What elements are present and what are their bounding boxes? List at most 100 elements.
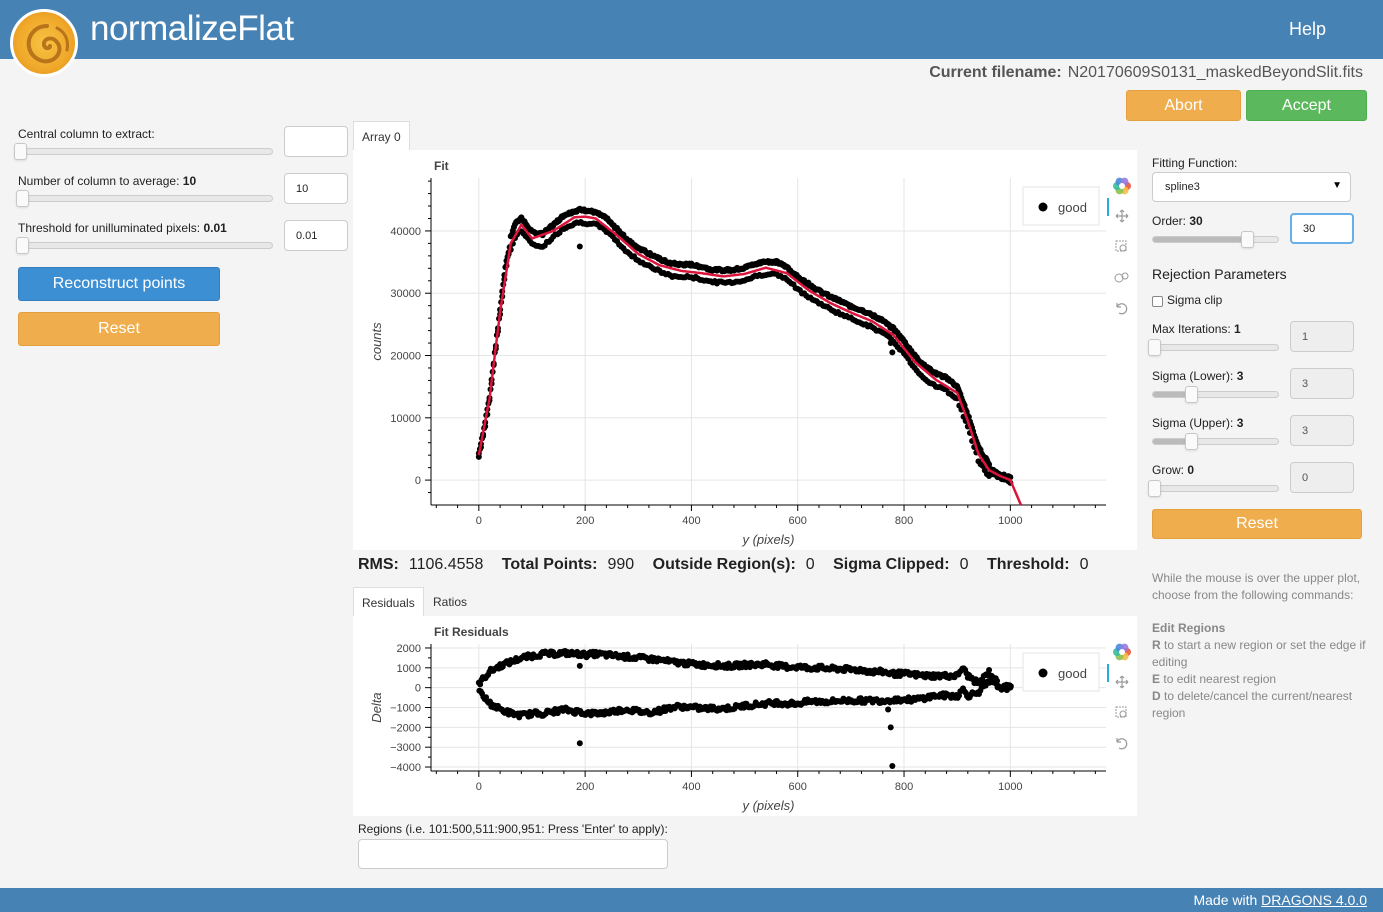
bokeh-logo-icon (1113, 177, 1131, 195)
threshold-label: Threshold for unilluminated pixels: 0.01 (18, 221, 227, 235)
residual-point (986, 667, 993, 674)
legend-label: good (1058, 200, 1087, 215)
pan-tool-glyph (1115, 209, 1129, 223)
threshold-input[interactable]: 0.01 (284, 220, 348, 251)
tab-ratios[interactable]: Ratios (433, 595, 468, 609)
reset-tool-icon (1116, 738, 1128, 750)
dragons-link[interactable]: DRAGONS 4.0.0 (1261, 892, 1367, 908)
x-tick-label: 600 (789, 515, 807, 527)
num-columns-slider[interactable] (16, 190, 273, 207)
residual-plot[interactable]: Fit Residuals 0 200 400 600 800 1000 2000 1000 0 −… (353, 616, 1137, 816)
slider-handle[interactable] (1241, 231, 1254, 248)
outside-region-label: Outside Region(s): (652, 556, 796, 573)
sigma-upper-slider[interactable] (1152, 433, 1279, 450)
regions-input[interactable] (358, 839, 668, 869)
threshold-slider[interactable] (16, 237, 273, 254)
bokeh-logo-center (1119, 649, 1125, 655)
r-key-text: to start a new region or set the edge if… (1152, 638, 1366, 669)
y-axis-label: Delta (369, 692, 384, 722)
slider-handle[interactable] (16, 190, 29, 207)
x-tick-label: 200 (576, 781, 594, 793)
lasso-glyph-b (1121, 272, 1129, 280)
reset-button-right[interactable]: Reset (1152, 509, 1362, 539)
accept-button[interactable]: Accept (1246, 90, 1367, 121)
sigma-lower-slider[interactable] (1152, 386, 1279, 403)
box-zoom-icon (1115, 240, 1127, 252)
reconstruct-points-button[interactable]: Reconstruct points (18, 267, 220, 301)
legend-marker (1038, 668, 1048, 678)
legend-label: good (1058, 666, 1087, 681)
tab-residuals[interactable]: Residuals (353, 587, 424, 617)
central-column-input[interactable] (284, 126, 348, 157)
order-slider[interactable] (1152, 231, 1279, 248)
max-iterations-slider[interactable] (1148, 339, 1279, 356)
central-column-label: Central column to extract: (18, 127, 155, 141)
residual-point (1007, 683, 1014, 690)
box-zoom-lens (1119, 244, 1127, 252)
y-tick-label: 1000 (397, 663, 421, 675)
reset-button-left[interactable]: Reset (18, 312, 220, 346)
current-filename: Current filename: N20170609S0131_maskedBe… (929, 64, 1363, 82)
sigma-clip-label: Sigma clip (1167, 293, 1223, 307)
x-tick-label: 400 (682, 781, 700, 793)
tab-array-0[interactable]: Array 0 (353, 121, 410, 151)
grow-slider[interactable] (1148, 480, 1279, 497)
sigma-clip-checkbox[interactable] (1152, 296, 1163, 307)
grow-label: Grow: 0 (1152, 463, 1195, 477)
threshold-stat-label: Threshold: (986, 556, 1070, 573)
y-tick-label: 30000 (390, 288, 421, 300)
order-input[interactable]: 30 (1290, 213, 1354, 244)
good-residual-points (475, 647, 1014, 770)
slider-handle[interactable] (1148, 339, 1161, 356)
y-tick-label: 0 (415, 683, 421, 695)
rejection-parameters-title: Rejection Parameters (1152, 266, 1287, 282)
x-tick-label: 1000 (998, 781, 1022, 793)
y-tick-label: 2000 (397, 643, 421, 655)
max-iterations-input[interactable]: 1 (1290, 321, 1354, 352)
residual-point (994, 677, 1001, 684)
abort-button[interactable]: Abort (1126, 90, 1241, 121)
pan-tool-glyph (1115, 675, 1129, 689)
outlier-point (889, 763, 896, 770)
fitting-function-value: spline3 (1165, 181, 1200, 193)
total-points-label: Total Points: (501, 556, 598, 573)
outside-region-value: 0 (805, 556, 815, 573)
y-tick-label: −3000 (390, 742, 421, 754)
residual-plot-panel[interactable]: Fit Residuals 0 200 400 600 800 1000 2000 1000 0 −… (353, 616, 1137, 816)
help-intro: While the mouse is over the upper plot, … (1152, 571, 1361, 602)
outlier-point (576, 662, 583, 669)
sigma-upper-label: Sigma (Upper): 3 (1152, 416, 1244, 430)
residual-point (477, 681, 484, 688)
sigma-lower-label: Sigma (Lower): 3 (1152, 369, 1244, 383)
edit-regions-title: Edit Regions (1152, 621, 1226, 635)
slider-handle[interactable] (1148, 480, 1161, 497)
footer-text: Made with DRAGONS 4.0.0 (1193, 892, 1367, 908)
x-tick-label: 0 (476, 515, 482, 527)
sigma-lower-input[interactable]: 3 (1290, 368, 1354, 399)
made-with-label: Made with (1193, 892, 1258, 908)
slider-handle[interactable] (16, 237, 29, 254)
central-column-slider[interactable] (14, 143, 273, 160)
y-tick-label: −4000 (390, 762, 421, 774)
num-columns-input[interactable]: 10 (284, 173, 348, 204)
y-tick-label: 20000 (390, 351, 421, 363)
slider-handle[interactable] (1185, 433, 1198, 450)
slider-fill (1153, 392, 1191, 397)
y-tick-label: −1000 (390, 703, 421, 715)
slider-handle[interactable] (14, 143, 27, 160)
box-zoom-icon (1115, 706, 1127, 718)
sigma-clipped-label: Sigma Clipped: (833, 556, 950, 573)
fit-plot-panel[interactable]: Fit 0 200 400 600 800 1000 0 10000 20000 30000 4000… (353, 150, 1137, 550)
help-link[interactable]: Help (1288, 19, 1326, 39)
max-iterations-label: Max Iterations: 1 (1152, 322, 1241, 336)
legend-marker (1038, 202, 1048, 212)
sigma-upper-input[interactable]: 3 (1290, 415, 1354, 446)
filename-value: N20170609S0131_maskedBeyondSlit.fits (1067, 64, 1363, 81)
fitting-function-select[interactable]: spline3 ▼ (1152, 172, 1351, 202)
slider-handle[interactable] (1185, 386, 1198, 403)
x-tick-label: 1000 (998, 515, 1022, 527)
grow-input[interactable]: 0 (1290, 462, 1354, 493)
outlier-point (576, 740, 583, 747)
legend-box (1022, 652, 1100, 692)
